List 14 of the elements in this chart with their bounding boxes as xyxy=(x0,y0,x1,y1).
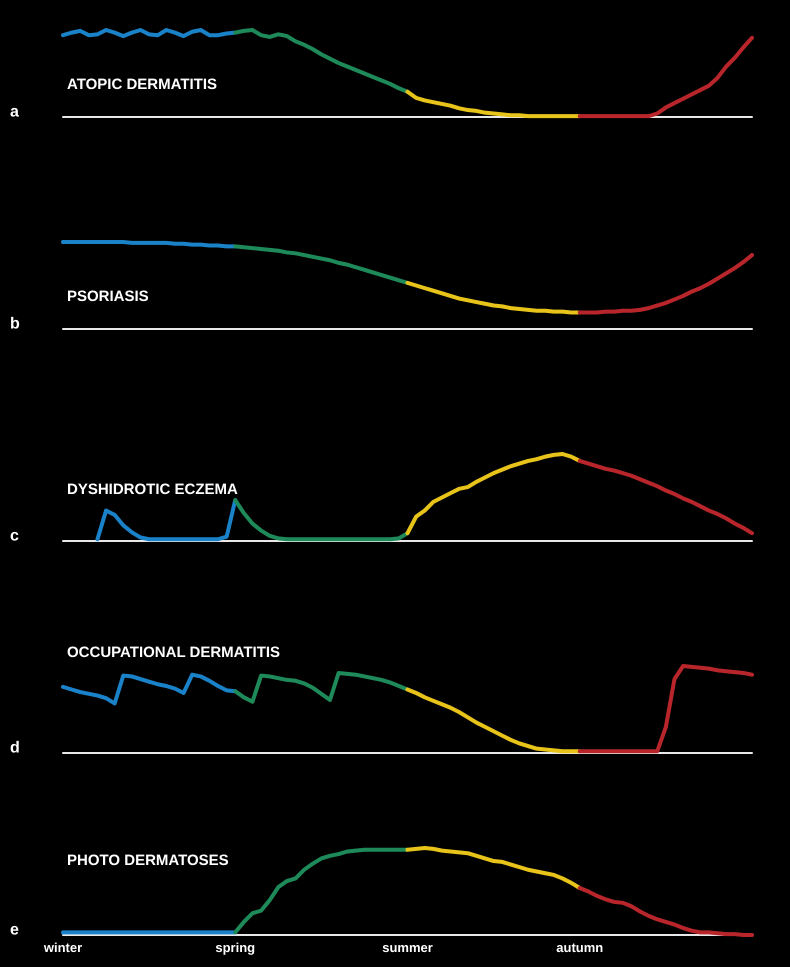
text: PSORIASIS xyxy=(67,288,149,305)
chart-title: PHOTO DERMATOSES xyxy=(67,852,229,869)
text: a xyxy=(10,104,19,120)
x-tick-label: spring xyxy=(215,940,256,955)
text: e xyxy=(10,922,19,938)
x-tick-label: winter xyxy=(42,940,82,955)
text: DYSHIDROTIC ECZEMA xyxy=(67,481,238,498)
x-tick-label: summer xyxy=(382,940,433,955)
x-tick-label: autumn xyxy=(556,940,604,955)
text: c xyxy=(10,528,19,544)
text: d xyxy=(10,740,20,756)
text: ATOPIC DERMATITIS xyxy=(67,76,217,93)
chart-title: OCCUPATIONAL DERMATITIS xyxy=(67,644,280,661)
text: b xyxy=(10,316,20,332)
